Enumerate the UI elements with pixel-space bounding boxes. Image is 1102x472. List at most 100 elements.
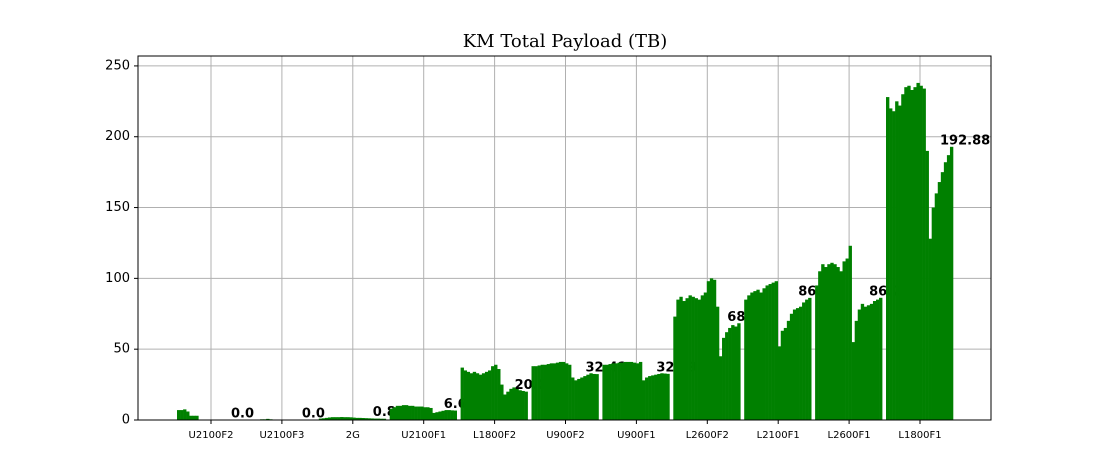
bar [577, 378, 581, 420]
bar [537, 365, 541, 420]
bar [750, 292, 754, 420]
bar [531, 366, 535, 420]
bar [777, 346, 782, 420]
bar [709, 278, 714, 420]
x-tick-label: U2100F2 [189, 430, 234, 441]
x-tick-label: L2600F2 [686, 430, 729, 441]
bar [447, 410, 451, 420]
bar [552, 363, 557, 420]
bar [722, 337, 726, 420]
bar [789, 313, 794, 420]
bar [392, 407, 397, 420]
bar [330, 417, 335, 420]
bar [432, 412, 436, 420]
bar [728, 327, 732, 420]
bar [509, 388, 513, 420]
bar [922, 88, 926, 421]
bar [635, 363, 640, 420]
bar [614, 363, 618, 420]
bar [898, 105, 902, 420]
x-tick-label: U2100F3 [259, 430, 304, 441]
bar [555, 362, 560, 420]
bar [595, 374, 599, 420]
bar [521, 390, 525, 420]
bar [734, 326, 738, 420]
bar [401, 405, 406, 420]
bar [346, 417, 350, 420]
bar [574, 380, 578, 420]
bar [886, 97, 890, 421]
bar [725, 332, 729, 420]
bar [747, 295, 751, 420]
bar [949, 146, 954, 421]
bar [367, 418, 371, 420]
bar [494, 364, 498, 420]
bar [860, 303, 865, 420]
bar [324, 417, 329, 420]
bar [851, 342, 855, 420]
bar [358, 417, 362, 420]
bar [830, 262, 834, 420]
bar [626, 361, 631, 420]
bar [478, 374, 483, 420]
bar [429, 407, 433, 420]
bar [904, 87, 908, 420]
bar [824, 267, 828, 420]
bar [423, 407, 427, 420]
x-tick-label: L1800F1 [898, 430, 941, 441]
bar [602, 364, 606, 420]
bar [863, 306, 868, 420]
value-label: 192.88 [940, 133, 990, 148]
bar [762, 288, 766, 420]
y-tick-label: 200 [105, 129, 130, 144]
bar [783, 327, 788, 420]
bar [608, 364, 612, 420]
bar [571, 377, 575, 420]
bar [946, 155, 951, 420]
bar [836, 267, 840, 420]
bar [361, 418, 365, 420]
bar [676, 299, 680, 420]
x-tick-label: 2G [346, 430, 360, 441]
bar [453, 410, 457, 420]
bar [334, 417, 338, 420]
bar [910, 89, 914, 420]
bar [892, 111, 896, 420]
bar [568, 364, 572, 420]
bar [417, 406, 421, 420]
bar [753, 291, 757, 420]
x-tick-label: L1800F2 [473, 430, 516, 441]
bar [691, 296, 695, 420]
bar [404, 405, 409, 420]
bar [370, 418, 374, 420]
bar [808, 297, 812, 420]
bar [685, 298, 689, 420]
bar [802, 302, 806, 420]
bar [500, 384, 504, 420]
bar [694, 298, 698, 420]
bar [765, 285, 769, 420]
plot-frame [137, 55, 992, 421]
bar [180, 410, 184, 420]
bar [620, 362, 625, 420]
bar [901, 94, 905, 420]
bar [799, 306, 803, 420]
bar [805, 299, 809, 420]
bar [657, 373, 661, 420]
bar [718, 356, 723, 420]
bar [352, 417, 356, 420]
bar [919, 85, 923, 420]
bar [623, 361, 628, 420]
bar [821, 264, 825, 420]
bar [364, 418, 368, 420]
bar [780, 330, 785, 420]
y-tick-label: 50 [113, 342, 130, 357]
bar [518, 390, 522, 420]
bar [558, 361, 563, 420]
bar [524, 391, 528, 420]
bar [866, 305, 871, 420]
bar [340, 417, 344, 420]
bar [774, 281, 778, 420]
bar [349, 417, 353, 420]
bar [512, 387, 516, 420]
